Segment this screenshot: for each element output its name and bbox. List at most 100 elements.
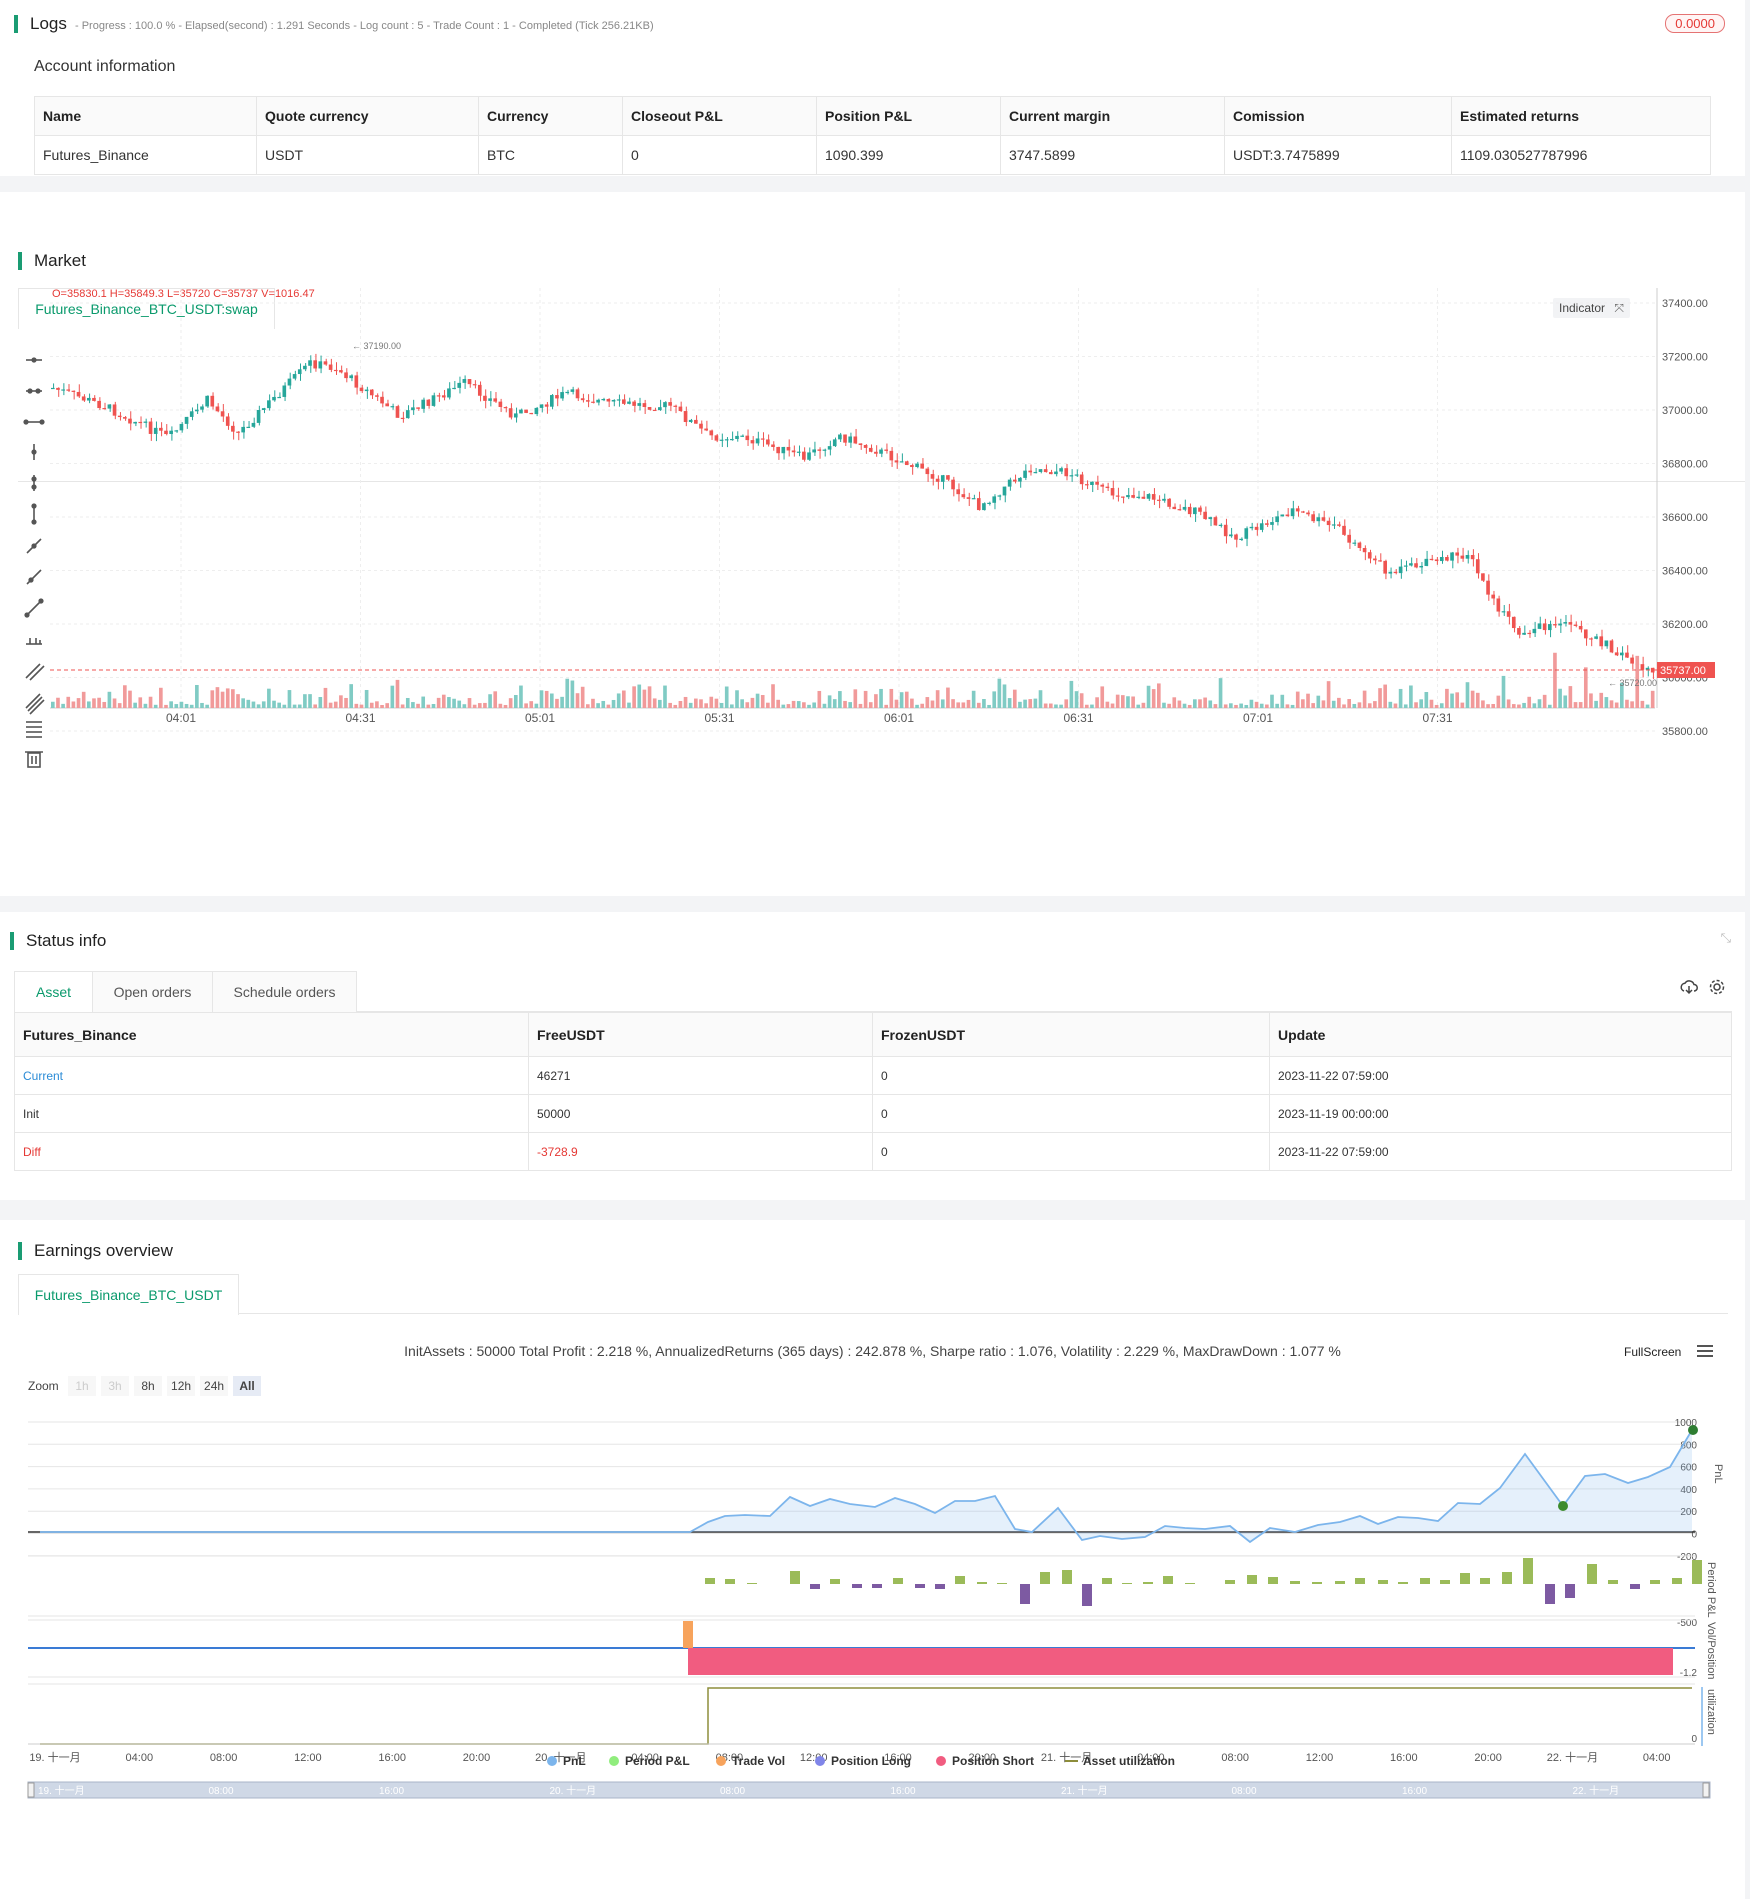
volume-bar	[1511, 704, 1516, 708]
volume-bar	[1630, 701, 1634, 708]
period-pnl-bar	[977, 1582, 987, 1584]
fullscreen-button[interactable]: FullScreen	[1624, 1345, 1713, 1360]
tab-asset[interactable]: Asset	[14, 971, 93, 1012]
candle	[802, 451, 806, 460]
candle	[1162, 498, 1166, 501]
volume-bar	[935, 690, 940, 708]
volume-bar	[560, 696, 564, 708]
legend-marker	[936, 1756, 946, 1766]
volume-bar	[1311, 703, 1315, 708]
period-pnl-bar	[1102, 1578, 1112, 1584]
period-pnl-bar	[1185, 1583, 1195, 1584]
candle	[1475, 559, 1480, 574]
earnings-chart[interactable]: 1000 800 600 400 200 0 -200 PnL -500 Period P&L -1…	[0, 1404, 1745, 1874]
volume-bar	[426, 704, 431, 708]
tab-schedule-orders[interactable]: Schedule orders	[212, 971, 357, 1012]
candle	[1079, 474, 1084, 485]
candle	[1409, 563, 1413, 566]
volume-bar	[405, 697, 410, 708]
period-pnl-bar	[1608, 1580, 1618, 1584]
period-pnl-bar	[1565, 1584, 1575, 1598]
period-pnl-bar	[1247, 1575, 1257, 1584]
candlestick-chart[interactable]: 37400.00 37200.00 37000.00 36800.00 36600.00…	[0, 278, 1720, 738]
x-tick-label: 07:01	[1243, 711, 1273, 725]
collapse-icon[interactable]: ⤡	[1720, 930, 1731, 945]
volume-bar	[632, 686, 636, 708]
volume-bar	[1126, 696, 1130, 708]
candle	[231, 425, 235, 432]
period-pnl-bar	[893, 1578, 903, 1584]
candle	[251, 422, 256, 427]
volume-bar	[1193, 699, 1197, 708]
candle	[411, 407, 415, 411]
account-header: Position P&L	[816, 96, 1001, 136]
volume-bar	[1434, 704, 1439, 708]
zoom-1h[interactable]: 1h	[68, 1376, 97, 1396]
volume-bar	[1157, 683, 1161, 708]
period-pnl-bar	[1502, 1572, 1512, 1584]
volume-bar	[123, 685, 127, 708]
volume-bar	[1079, 693, 1084, 708]
candle	[1419, 565, 1424, 568]
candle	[1568, 622, 1573, 625]
account-table: Name Quote currency Currency Closeout P&…	[34, 96, 1711, 175]
candle	[467, 379, 472, 385]
candle	[1229, 534, 1233, 537]
tab-market-symbol[interactable]: Futures_Binance_BTC_USDT:swap	[18, 288, 275, 329]
volume-bar	[261, 701, 266, 708]
candle	[1342, 525, 1346, 535]
asset-row-current: Current 46271 0 2023-11-22 07:59:00	[14, 1056, 1732, 1095]
volume-bar	[462, 704, 467, 708]
zoom-12h[interactable]: 12h	[167, 1376, 196, 1396]
volume-bar	[1167, 703, 1171, 708]
volume-bar	[318, 697, 323, 708]
volume-bar	[472, 704, 477, 708]
volume-bar	[719, 702, 724, 708]
candle	[786, 446, 791, 451]
gear-icon[interactable]	[1708, 978, 1726, 999]
volume-bar	[652, 698, 657, 708]
zoom-8h[interactable]: 8h	[134, 1376, 163, 1396]
candle	[1604, 640, 1609, 647]
navigator-tick-label: 19. 十一月	[38, 1784, 85, 1797]
candle	[1378, 560, 1382, 562]
volume-bar	[1527, 696, 1532, 708]
candle	[323, 361, 328, 365]
candle	[61, 389, 65, 391]
tab-earnings-symbol[interactable]: Futures_Binance_BTC_USDT	[18, 1274, 239, 1315]
pnl-line	[40, 1429, 1693, 1544]
candle	[1275, 516, 1279, 523]
volume-bar	[447, 697, 451, 708]
candle	[1280, 514, 1285, 517]
account-header: Comission	[1224, 96, 1452, 136]
candle	[853, 436, 858, 444]
candle	[1069, 475, 1074, 477]
logs-title: Logs	[14, 15, 67, 33]
volume-bar	[1105, 701, 1110, 708]
candle	[1110, 488, 1115, 496]
x-tick-label: 19. 十一月	[29, 1750, 80, 1764]
candle	[1414, 563, 1418, 568]
volume-bar	[215, 687, 220, 708]
candle	[56, 387, 60, 390]
account-header: Name	[34, 96, 257, 136]
logs-title-text: Logs	[30, 14, 67, 33]
drawing-tools[interactable]	[22, 352, 46, 772]
volume-bar	[339, 695, 343, 708]
candle	[863, 445, 868, 448]
candle	[714, 435, 719, 441]
candle	[477, 384, 482, 396]
candle	[843, 434, 847, 443]
zoom-3h[interactable]: 3h	[101, 1376, 130, 1396]
low-label: ← 35720.00	[1608, 678, 1657, 688]
cloud-download-icon[interactable]	[1680, 979, 1698, 998]
zoom-24h[interactable]: 24h	[200, 1376, 229, 1396]
volume-bar	[143, 703, 148, 708]
volume-bar	[1640, 700, 1645, 708]
volume-bar	[1146, 685, 1151, 708]
candle	[328, 364, 333, 370]
period-pnl-bar	[1480, 1578, 1490, 1584]
candle	[1522, 632, 1526, 635]
zoom-all[interactable]: All	[233, 1376, 262, 1396]
tab-open-orders[interactable]: Open orders	[92, 971, 213, 1012]
